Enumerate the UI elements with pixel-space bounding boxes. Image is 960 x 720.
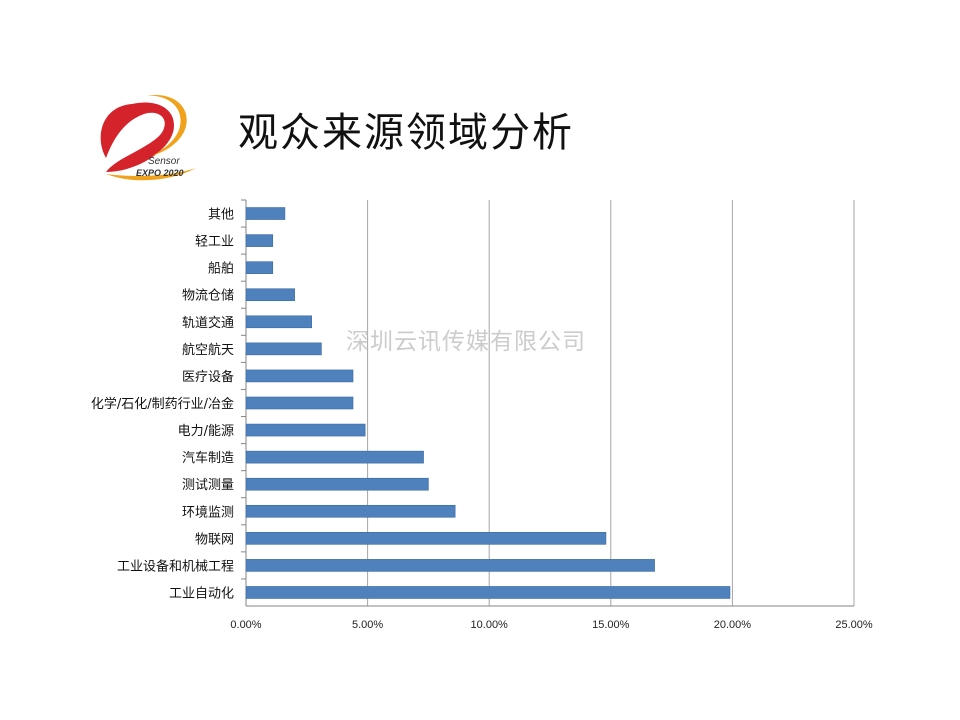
bar xyxy=(245,288,295,302)
bar xyxy=(245,315,312,329)
category-label: 船舶 xyxy=(208,261,234,277)
category-label: 环境监测 xyxy=(182,505,234,520)
bar xyxy=(245,504,456,518)
category-label: 物流仓储 xyxy=(182,289,234,304)
x-tick-label: 15.00% xyxy=(592,619,630,631)
logo-text-line2: EXPO 2020 xyxy=(136,168,184,178)
bar xyxy=(245,207,286,220)
bar xyxy=(245,532,607,545)
bar xyxy=(245,396,354,410)
page-title: 观众来源领域分析 xyxy=(238,110,574,156)
bar xyxy=(245,342,322,356)
x-tick-label: 20.00% xyxy=(714,619,752,631)
category-label: 其他 xyxy=(208,208,234,223)
category-label: 航空航天 xyxy=(182,342,234,358)
bar xyxy=(245,450,424,464)
category-label: 测试测量 xyxy=(182,478,234,493)
category-label: 化学/石化/制药行业/冶金 xyxy=(91,396,234,412)
category-label: 轻工业 xyxy=(195,235,234,250)
logo-gold-base xyxy=(106,168,196,181)
bar xyxy=(245,423,366,437)
sensor-expo-logo: Sensor EXPO 2020 xyxy=(100,94,196,181)
category-label: 轨道交通 xyxy=(182,315,234,331)
logo-gold-swoosh xyxy=(146,94,187,156)
x-tick-label: 5.00% xyxy=(352,619,383,631)
category-label: 医疗设备 xyxy=(182,369,234,385)
bar xyxy=(245,369,354,383)
bar xyxy=(245,559,655,572)
bar xyxy=(245,261,274,274)
category-label: 工业设备和机械工程 xyxy=(117,558,234,574)
x-tick-label: 0.00% xyxy=(230,619,261,631)
bar xyxy=(245,586,731,599)
bar xyxy=(245,477,429,491)
watermark-text: 深圳云讯传媒有限公司 xyxy=(346,329,586,355)
category-label: 汽车制造 xyxy=(182,450,234,466)
logo-text-line1: Sensor xyxy=(148,156,180,167)
x-tick-label: 10.00% xyxy=(471,619,509,631)
bar xyxy=(245,234,274,247)
category-label: 工业自动化 xyxy=(169,586,234,601)
x-tick-label: 25.00% xyxy=(835,619,873,631)
category-label: 电力/能源 xyxy=(178,424,234,439)
category-label: 物联网 xyxy=(195,532,234,547)
